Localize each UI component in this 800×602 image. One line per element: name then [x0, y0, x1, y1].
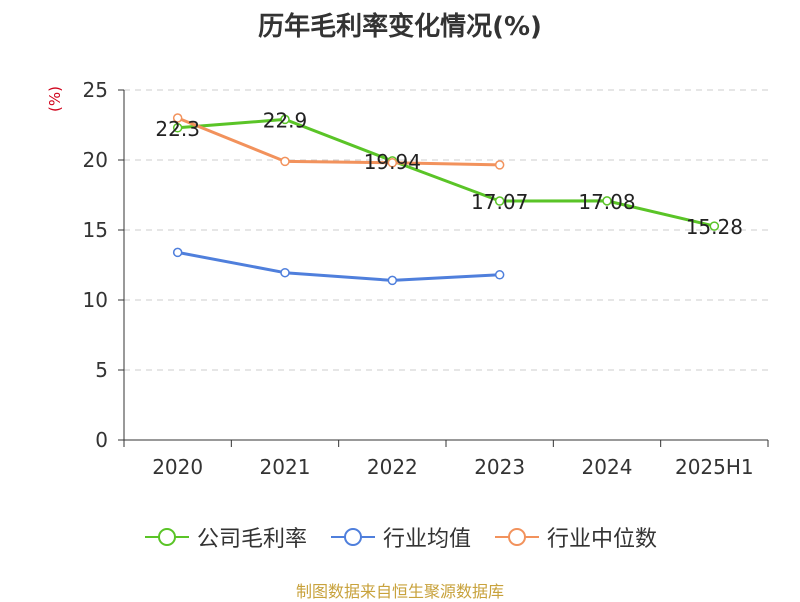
legend-item-company[interactable]: 公司毛利率 — [143, 521, 307, 553]
legend-swatch-company — [144, 528, 189, 546]
legend-label-company: 公司毛利率 — [196, 527, 307, 552]
data-point-series-0 — [494, 196, 505, 206]
series-line-0 — [177, 117, 715, 228]
data-label: 15.28 — [686, 215, 743, 239]
legend-swatch-industry-mean — [330, 528, 375, 546]
data-point-series-1 — [494, 270, 505, 280]
data-label: 17.08 — [578, 190, 635, 214]
data-point-series-2 — [280, 156, 290, 167]
data-label: 22.9 — [263, 108, 308, 132]
data-point-series-0 — [602, 196, 612, 206]
x-tick-label: 2021 — [260, 455, 311, 479]
legend-label-industry-median: 行业中位数 — [547, 527, 658, 552]
y-tick-label: 20 — [83, 148, 108, 172]
data-point-series-1 — [280, 267, 290, 278]
series-line-1 — [177, 250, 500, 282]
x-tick-label: 2020 — [152, 455, 203, 479]
y-tick-label: 25 — [83, 78, 108, 102]
x-tick-label: 2022 — [367, 455, 418, 479]
data-label: 22.3 — [155, 117, 200, 141]
data-point-series-0 — [280, 114, 290, 125]
chart-title: 历年毛利率变化情况(%) — [258, 12, 542, 42]
x-tick-label: 2023 — [474, 455, 525, 479]
legend-label-industry-mean: 行业均值 — [382, 527, 471, 552]
data-point-series-2 — [387, 158, 398, 168]
data-point-series-1 — [387, 275, 398, 286]
data-point-series-2 — [172, 113, 183, 123]
data-label: 17.07 — [471, 190, 528, 214]
data-source-note: 制图数据来自恒生聚源数据库 — [295, 582, 504, 601]
y-tick-label: 5 — [95, 358, 108, 382]
legend-item-industry-median[interactable]: 行业中位数 — [493, 521, 657, 553]
data-point-series-2 — [494, 160, 505, 170]
y-tick-label: 15 — [83, 218, 108, 242]
y-tick-label: 10 — [83, 288, 108, 312]
data-point-series-0 — [709, 221, 720, 231]
data-point-series-1 — [172, 247, 183, 258]
x-tick-label: 2024 — [582, 455, 633, 479]
data-point-series-0 — [172, 123, 183, 133]
y-tick-label: 0 — [95, 428, 108, 452]
legend-item-industry-mean[interactable]: 行业均值 — [329, 521, 471, 553]
series-line-2 — [177, 116, 500, 167]
legend-swatch-industry-median — [495, 528, 539, 546]
chart-legend: 公司毛利率 行业均值 行业中位数 — [0, 519, 800, 555]
x-tick-label: 2025H1 — [675, 455, 754, 479]
data-label: 19.94 — [364, 150, 421, 174]
